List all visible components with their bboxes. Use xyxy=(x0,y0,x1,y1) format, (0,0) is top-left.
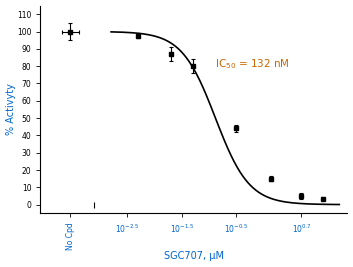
Text: IC$_{50}$ = 132 nM: IC$_{50}$ = 132 nM xyxy=(215,57,290,70)
Y-axis label: % Activyty: % Activyty xyxy=(6,84,16,135)
X-axis label: SGC707, μM: SGC707, μM xyxy=(164,252,224,261)
